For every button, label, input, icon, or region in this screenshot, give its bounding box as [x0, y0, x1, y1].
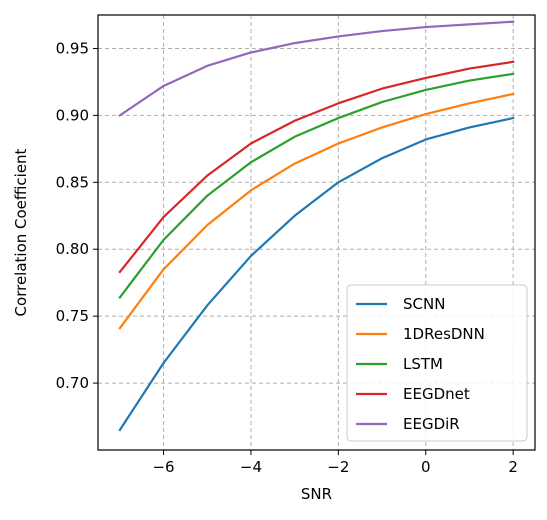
y-tick-label: 0.70 — [56, 374, 89, 392]
x-tick-label: −2 — [327, 458, 349, 476]
y-axis-ticks: 0.70 0.75 0.80 0.85 0.90 0.95 — [56, 39, 98, 392]
x-axis-ticks: −6 −4 −2 0 2 — [152, 450, 518, 476]
x-axis-label: SNR — [301, 485, 332, 503]
x-tick-label: −6 — [152, 458, 174, 476]
x-tick-label: 2 — [508, 458, 518, 476]
y-tick-label: 0.90 — [56, 106, 89, 124]
series-lines — [118, 20, 515, 432]
series-line-1dresdnn — [118, 92, 515, 330]
legend-label: EEGDiR — [403, 415, 460, 433]
y-tick-label: 0.85 — [56, 173, 89, 191]
series-line-eegdir — [118, 20, 515, 117]
y-tick-label: 0.75 — [56, 307, 89, 325]
series-line-lstm — [118, 72, 515, 299]
legend: SCNN 1DResDNN LSTM EEGDnet EEGDiR — [346, 284, 528, 442]
series-line-eegdnet — [118, 60, 515, 274]
legend-label: LSTM — [403, 355, 443, 373]
y-axis-label: Correlation Coefficient — [12, 148, 30, 316]
y-tick-label: 0.95 — [56, 39, 89, 57]
x-tick-label: −4 — [240, 458, 262, 476]
plot-area-frame — [97, 14, 536, 451]
legend-label: 1DResDNN — [403, 325, 485, 343]
x-tick-label: 0 — [421, 458, 431, 476]
y-tick-label: 0.80 — [56, 240, 89, 258]
legend-label: EEGDnet — [403, 385, 470, 403]
series-line-scnn — [118, 116, 515, 432]
legend-label: SCNN — [403, 295, 445, 313]
legend-box — [346, 284, 528, 442]
